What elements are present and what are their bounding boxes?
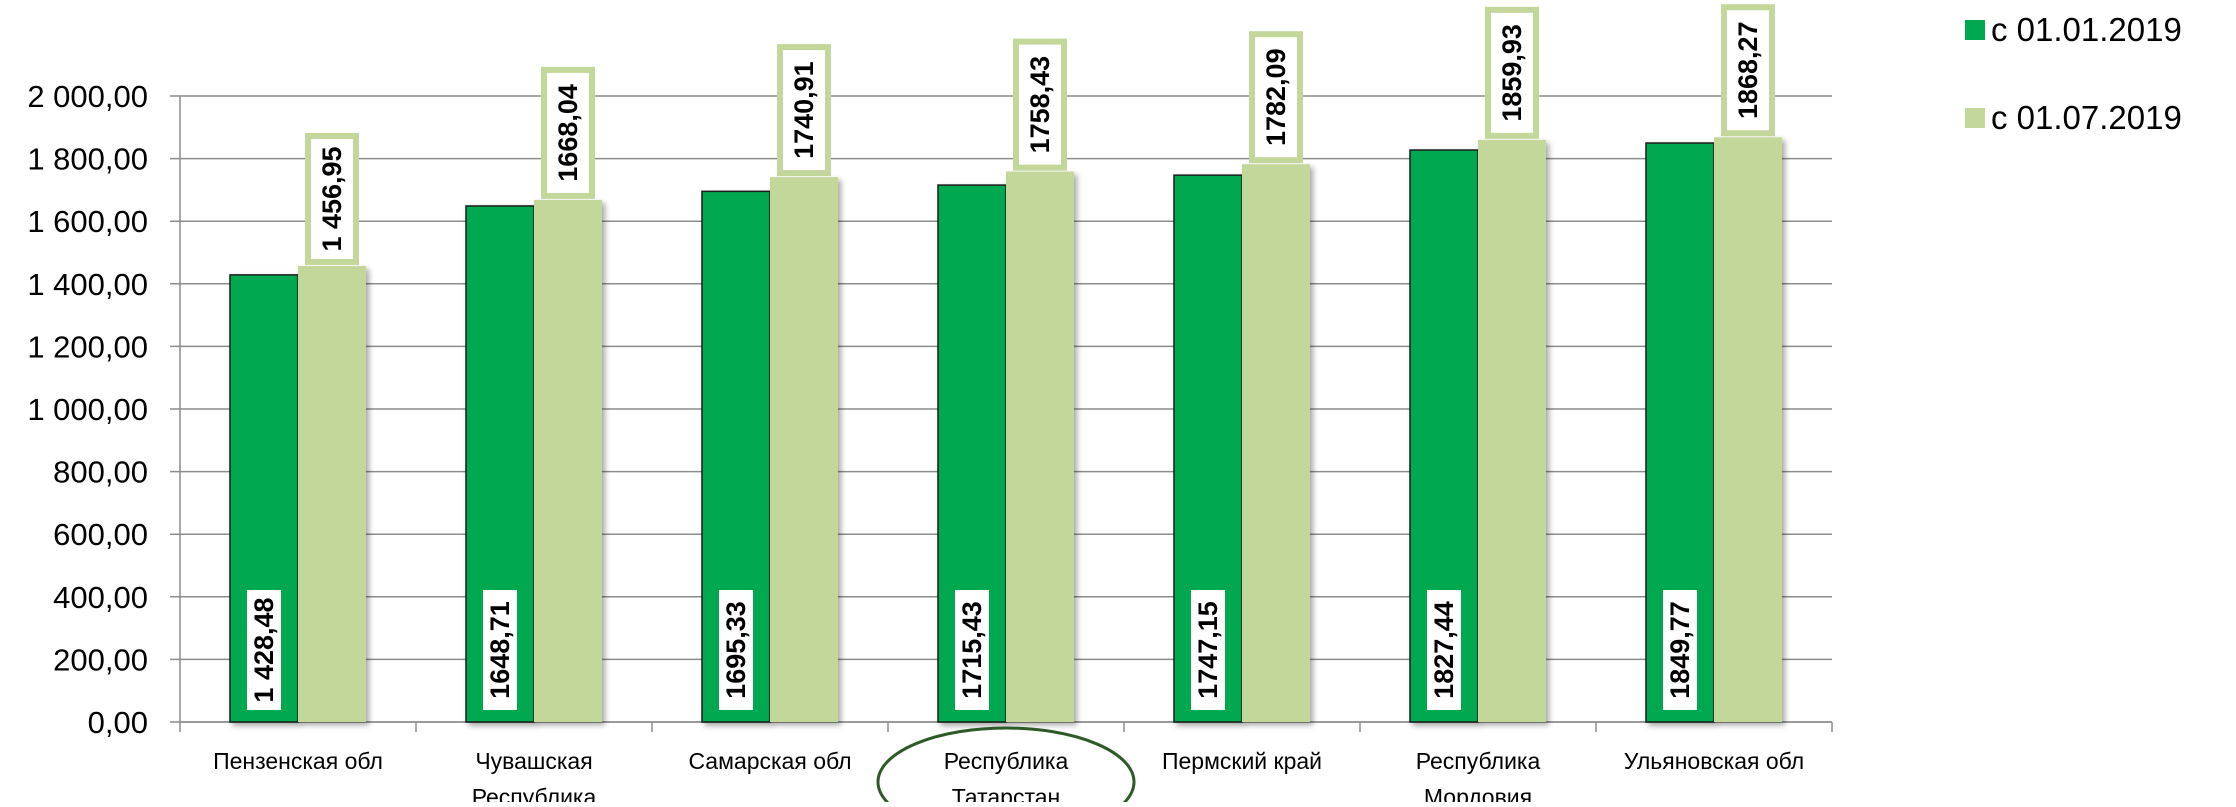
x-category-label: Пермский край [1162,748,1322,774]
data-label-box-series-2 [777,44,831,177]
data-label-series-1: 1648,71 [485,601,515,699]
bar-series-1 [937,184,1007,723]
data-label-series-1: 1849,77 [1665,601,1695,699]
bar-series-2 [534,199,602,723]
data-label-box-series-1 [1191,590,1225,710]
x-category-label: Республика [944,748,1069,774]
data-label-box-series-1 [483,590,517,710]
y-tick-label: 1 400,00 [27,267,148,302]
data-label-series-1: 1747,15 [1193,601,1223,699]
y-tick-label: 1 000,00 [27,392,148,427]
data-label-box-series-2 [1721,4,1775,137]
y-tick-label: 400,00 [53,580,148,615]
x-category-label: Мордовия [1424,784,1532,802]
y-tick-label: 200,00 [53,642,148,677]
data-label-series-1: 1715,43 [957,601,987,699]
bar-series-2 [770,177,838,723]
x-category-label: Республика [472,784,597,802]
data-label-box-series-1 [719,590,753,710]
data-label-series-1: 1827,44 [1429,601,1459,699]
bar-series-2 [1714,137,1782,722]
x-category-label: Республика [1416,748,1541,774]
x-category-label: Самарская обл [688,748,851,774]
data-label-box-series-2 [1013,38,1067,171]
data-label-series-1: 1 428,48 [249,597,279,702]
data-label-series-2: 1868,27 [1733,21,1763,119]
data-label-series-2: 1758,43 [1025,56,1055,154]
data-label-series-2: 1 456,95 [317,146,347,251]
legend-item-series-1: с 01.01.2019 [1965,10,2182,50]
data-label-box-series-2 [305,132,359,265]
bar-series-2 [1242,164,1310,723]
data-label-series-2: 1740,91 [789,61,819,159]
data-label-series-1: 1695,33 [721,601,751,699]
data-label-box-series-1 [1663,590,1697,710]
x-category-label: Ульяновская обл [1624,748,1804,774]
legend-label-series-2: с 01.07.2019 [1991,99,2182,136]
y-tick-label: 1 800,00 [27,142,148,177]
data-label-box-series-1 [247,590,281,710]
data-label-series-2: 1859,93 [1497,24,1527,122]
legend-label-series-1: с 01.01.2019 [1991,11,2182,48]
bar-series-2 [298,265,366,722]
legend: с 01.01.2019 с 01.07.2019 [1965,0,2182,186]
data-label-box-series-1 [1427,590,1461,710]
data-label-box-series-2 [1485,6,1539,139]
legend-swatch-series-1 [1965,20,1985,40]
legend-swatch-series-2 [1965,108,1985,128]
data-label-box-series-2 [541,66,595,199]
y-tick-label: 600,00 [53,517,148,552]
y-tick-label: 800,00 [53,455,148,490]
data-label-series-2: 1668,04 [553,84,583,182]
x-category-label: Пензенская обл [213,748,383,774]
data-label-box-series-1 [955,590,989,710]
y-tick-label: 2 000,00 [27,79,148,114]
x-category-label: Татарстан [952,784,1060,802]
x-category-label: Чувашская [475,748,592,774]
highlight-ellipse [876,726,1136,807]
y-tick-label: 0,00 [88,705,148,740]
bar-series-2 [1006,171,1074,723]
y-tick-label: 1 200,00 [27,329,148,364]
legend-item-series-2: с 01.07.2019 [1965,98,2182,138]
bar-series-2 [1478,139,1546,722]
data-label-series-2: 1782,09 [1261,48,1291,146]
y-tick-label: 1 600,00 [27,204,148,239]
data-label-box-series-2 [1249,31,1303,164]
